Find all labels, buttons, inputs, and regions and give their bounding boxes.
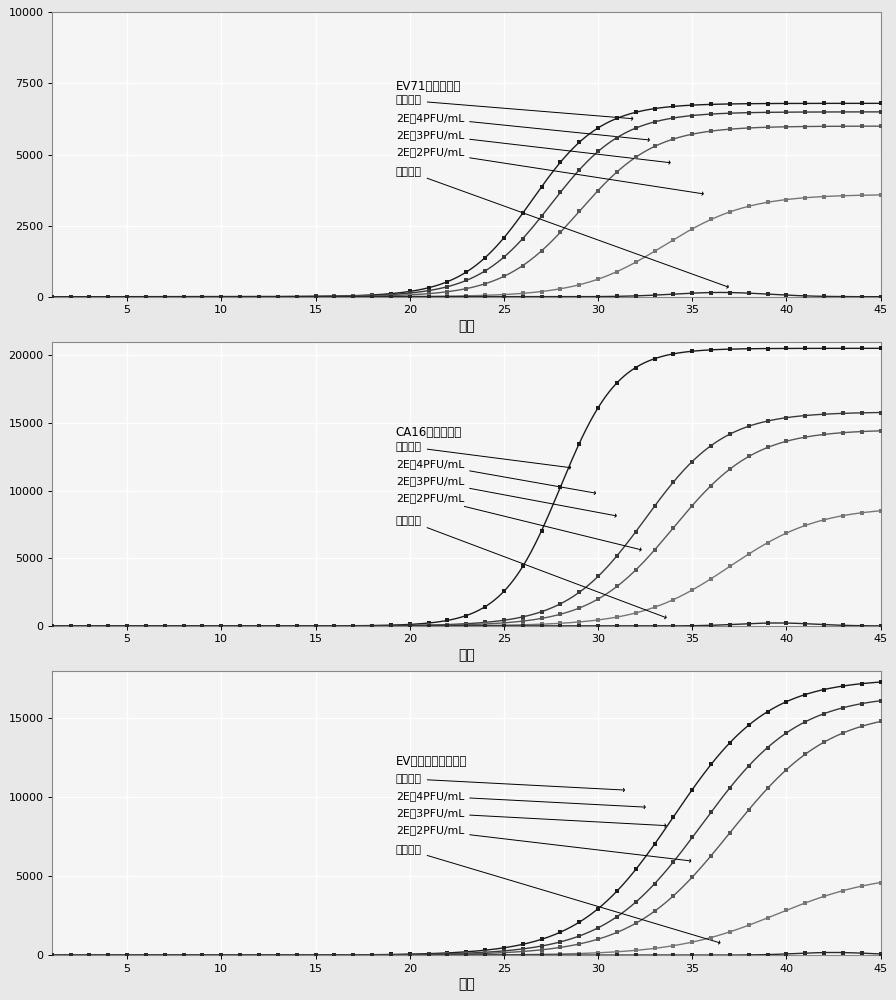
Text: 2E＋2PFU/mL: 2E＋2PFU/mL — [396, 493, 642, 551]
Text: 阳性对照: 阳性对照 — [396, 774, 625, 792]
Text: EV71检测限检测: EV71检测限检测 — [396, 80, 461, 93]
X-axis label: 循环: 循环 — [458, 319, 475, 333]
Text: 2E＋2PFU/mL: 2E＋2PFU/mL — [396, 147, 703, 195]
Text: 阴性对照: 阴性对照 — [396, 845, 719, 944]
X-axis label: 循环: 循环 — [458, 648, 475, 662]
Text: 阳性对照: 阳性对照 — [396, 95, 633, 120]
Text: 2E＋3PFU/mL: 2E＋3PFU/mL — [396, 476, 616, 517]
Text: 2E＋4PFU/mL: 2E＋4PFU/mL — [396, 459, 596, 495]
Text: 2E＋3PFU/mL: 2E＋3PFU/mL — [396, 130, 670, 164]
Text: 2E＋2PFU/mL: 2E＋2PFU/mL — [396, 825, 691, 862]
Text: 2E＋4PFU/mL: 2E＋4PFU/mL — [396, 791, 645, 809]
Text: 2E＋4PFU/mL: 2E＋4PFU/mL — [396, 113, 650, 141]
X-axis label: 循环: 循环 — [458, 978, 475, 992]
Text: 2E＋3PFU/mL: 2E＋3PFU/mL — [396, 808, 666, 827]
Text: 阴性对照: 阴性对照 — [396, 167, 728, 288]
Text: EV通用型检测限检测: EV通用型检测限检测 — [396, 755, 467, 768]
Text: CA16检测限检测: CA16检测限检测 — [396, 426, 462, 439]
Text: 阴性对照: 阴性对照 — [396, 516, 666, 619]
Text: 阳性对照: 阳性对照 — [396, 442, 571, 469]
